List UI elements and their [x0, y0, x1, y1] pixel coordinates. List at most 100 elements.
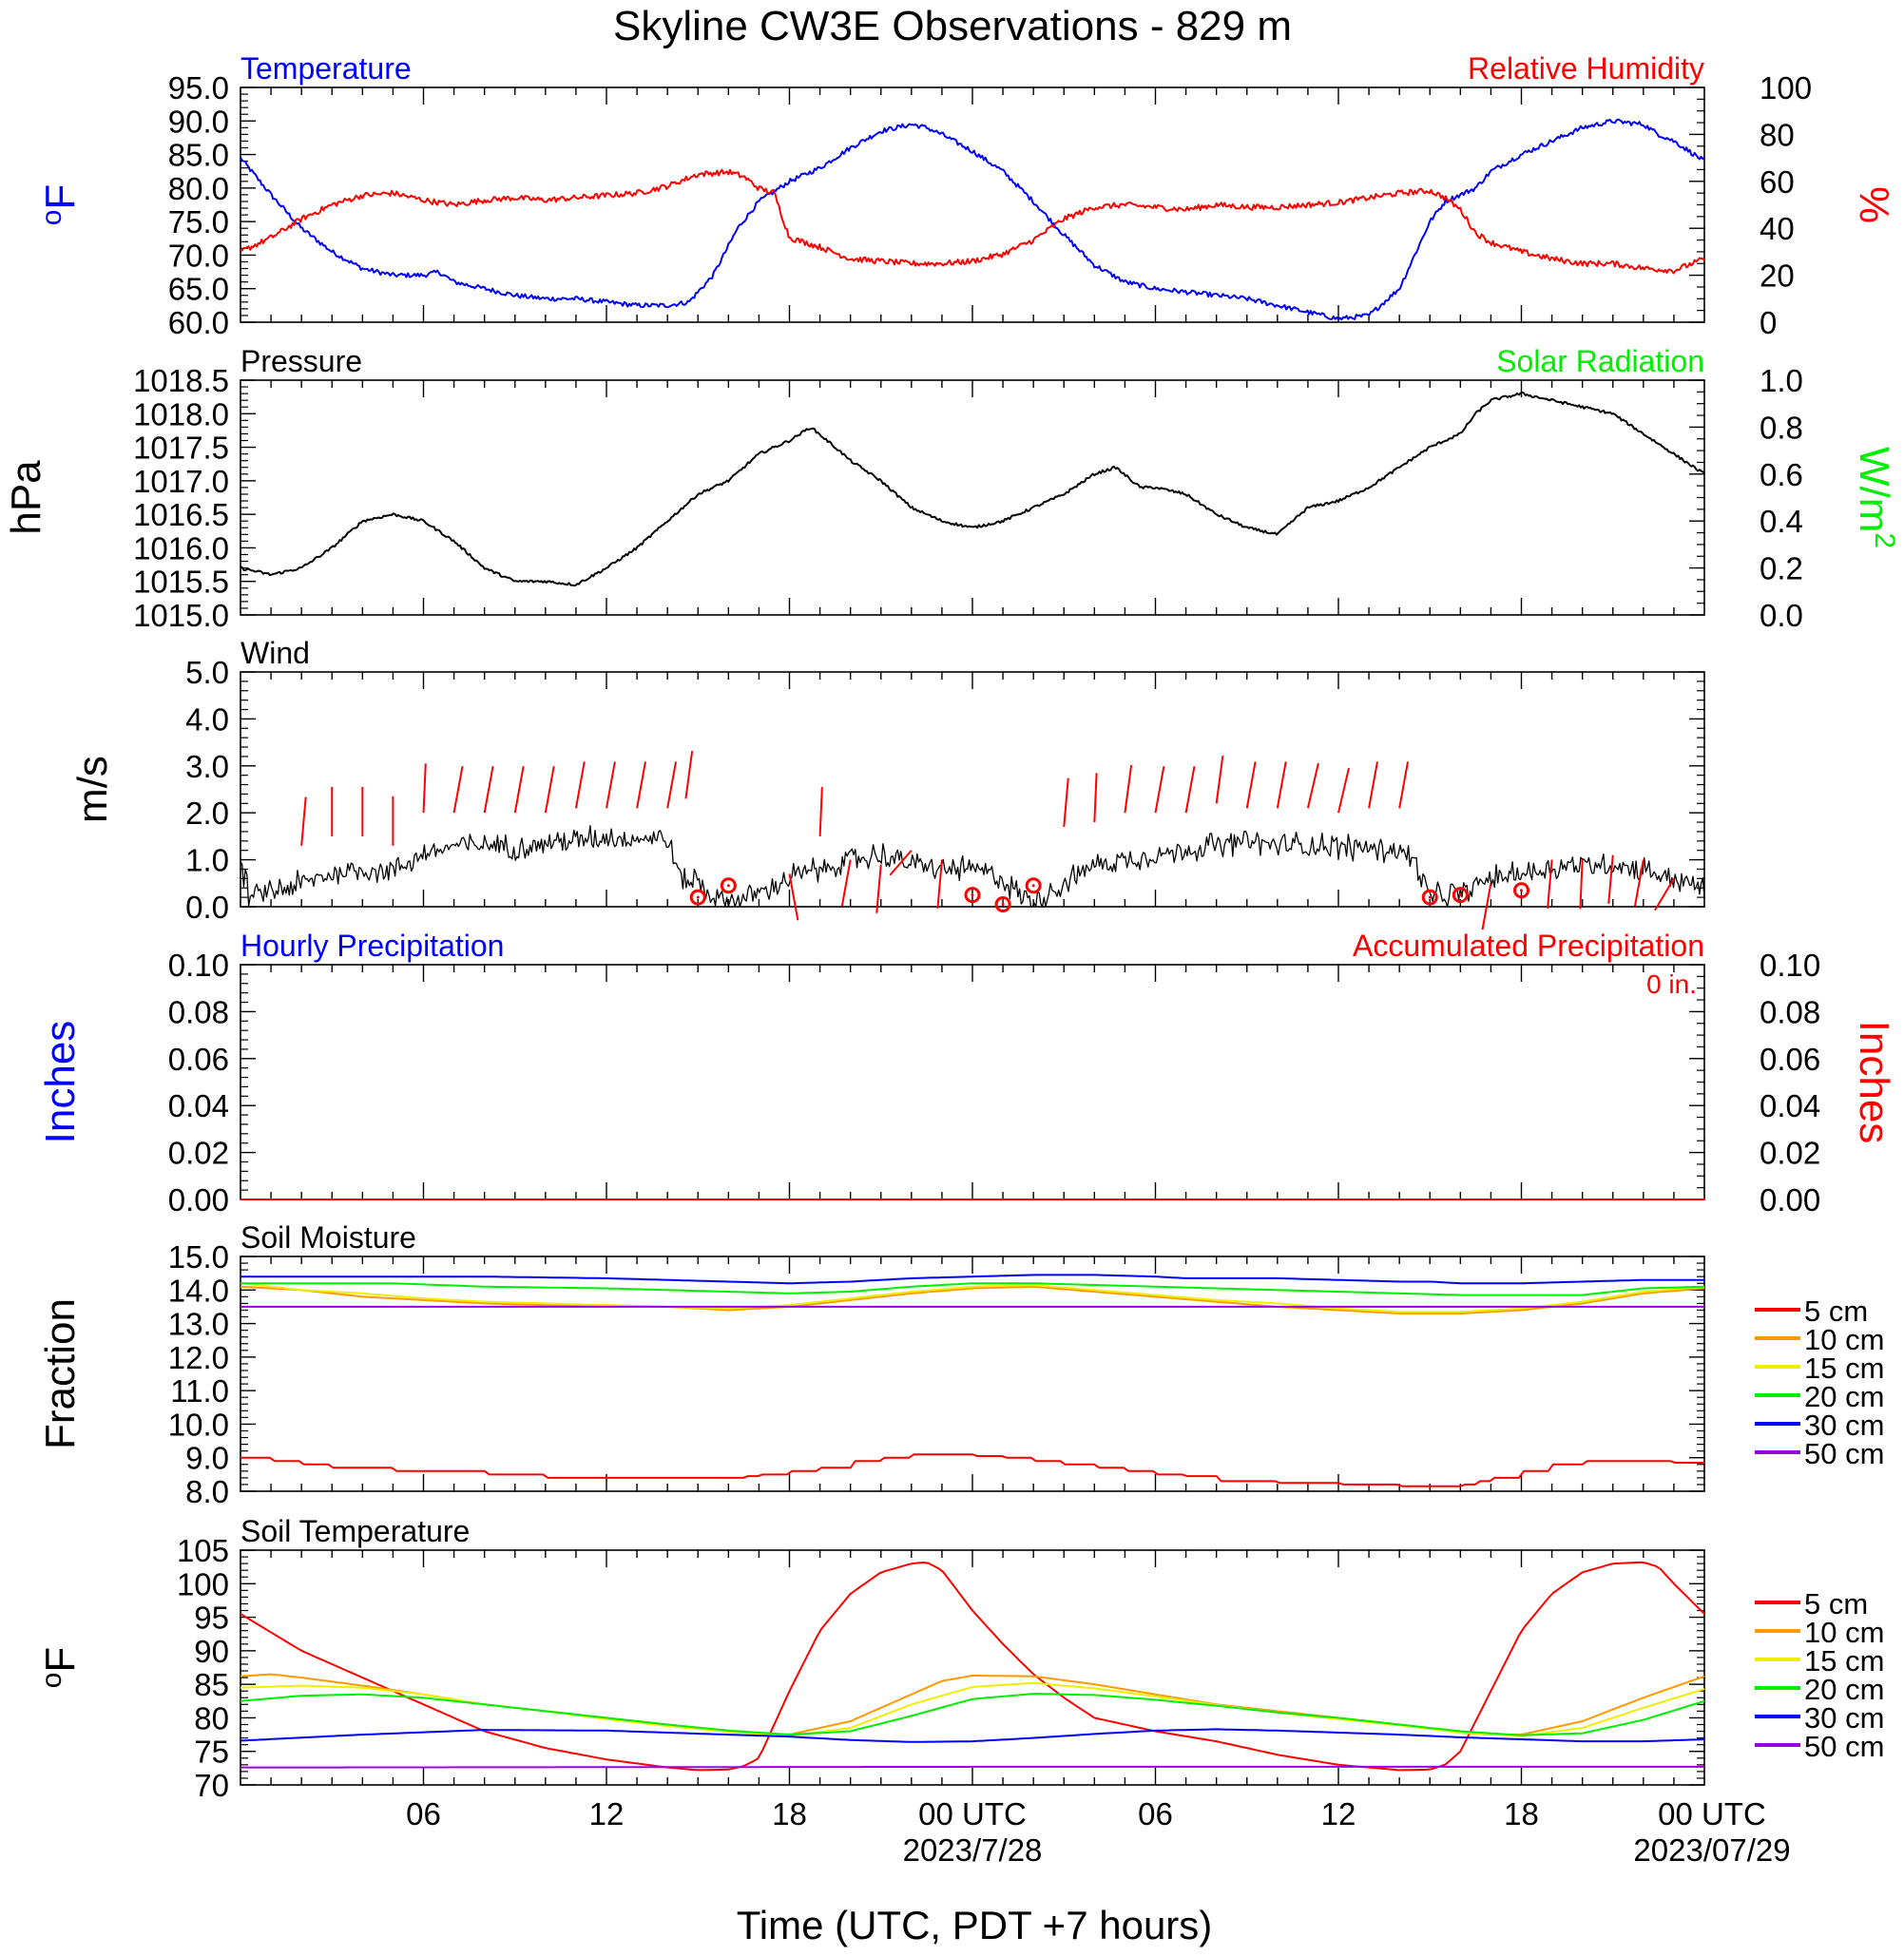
series-line [240, 392, 1705, 587]
y-tick-label: 0.04 [168, 1088, 229, 1123]
panel-title-left: Temperature [240, 51, 412, 86]
y-tick-label: 14.0 [168, 1273, 229, 1308]
y2-tick-label: 0.6 [1760, 457, 1803, 492]
y-tick-label: 1017.0 [133, 464, 229, 499]
panel-title-left: Wind [240, 636, 310, 670]
y-tick-label: 0.10 [168, 948, 229, 983]
panel-title-right: Relative Humidity [1468, 51, 1704, 86]
y2-axis-label: Inches [1851, 1021, 1897, 1144]
x-tick-label: 06 [406, 1796, 441, 1831]
panel-title-left: Soil Moisture [240, 1220, 416, 1255]
calm-wind-dot [696, 895, 700, 899]
calm-wind-dot [1428, 895, 1432, 899]
y2-axis-label: W/m2 [1851, 447, 1900, 548]
wind-barb [1633, 859, 1644, 907]
calm-wind-dot [1031, 884, 1035, 888]
wind-barb [1184, 766, 1196, 814]
y2-tick-label: 40 [1760, 211, 1795, 246]
y-axis-label: hPa [3, 460, 49, 535]
y2-tick-label: 0.10 [1760, 948, 1820, 983]
series-line-15cm [240, 1282, 1705, 1314]
x-tick-label: 12 [1321, 1796, 1356, 1831]
legend-label: 5 cm [1804, 1294, 1868, 1328]
y-tick-label: 1.0 [185, 843, 229, 878]
y2-tick-label: 1.0 [1760, 363, 1803, 398]
panel-title-left: Soil Temperature [240, 1514, 470, 1548]
panel-precip: 0.00 0.02 0.04 0.06 0.08 0.10 0.00 0.02 0.04 0.06… [37, 929, 1897, 1218]
wind-barb [513, 766, 525, 814]
series-line-20cm [240, 1693, 1705, 1736]
y-tick-label: 0.08 [168, 994, 229, 1029]
panel-wind: 0.0 1.0 2.0 3.0 4.0 5.0 Wind m/s [69, 636, 1705, 930]
wind-barb [1276, 761, 1287, 809]
wind-barb [1337, 767, 1350, 814]
y-tick-label: 9.0 [185, 1441, 229, 1476]
calm-wind-dot [1001, 903, 1005, 907]
calm-wind-marker [1025, 877, 1042, 894]
wind-barb [1063, 777, 1069, 828]
y-tick-label: 1016.5 [133, 497, 229, 532]
y-axis-label: oF [36, 184, 84, 226]
y-tick-label: 12.0 [168, 1340, 229, 1375]
y-tick-label: 1017.5 [133, 431, 229, 466]
legend-label: 10 cm [1804, 1616, 1884, 1649]
y-tick-label: 0.00 [168, 1182, 229, 1218]
y2-tick-label: 0.8 [1760, 410, 1803, 445]
y2-tick-label: 0.4 [1760, 504, 1803, 539]
y-tick-label: 0.02 [168, 1136, 229, 1171]
x-tick-label: 06 [1138, 1796, 1173, 1831]
legend-label: 30 cm [1804, 1701, 1884, 1735]
calm-wind-dot [1520, 889, 1523, 892]
calm-wind-marker [720, 877, 737, 894]
legend-label: 50 cm [1804, 1437, 1884, 1470]
panel-title-right: Accumulated Precipitation [1353, 929, 1704, 963]
x-tick-label: 18 [772, 1796, 807, 1831]
y-tick-label: 8.0 [185, 1474, 229, 1509]
y-tick-label: 60.0 [168, 305, 229, 340]
x-tick-label: 00 UTC [918, 1796, 1027, 1831]
wind-barb [684, 751, 694, 799]
calm-wind-marker [1513, 882, 1529, 899]
y-axis-label: m/s [69, 756, 116, 823]
wind-barb [840, 859, 852, 907]
panels: 60.065.070.075.080.085.090.095.0 0 20 40 60 8… [3, 51, 1900, 1803]
y2-tick-label: 60 [1760, 164, 1795, 200]
y-tick-label: 100 [177, 1566, 229, 1601]
wind-barb [1654, 877, 1675, 911]
wind-barb [875, 864, 882, 913]
y-tick-label: 85 [194, 1667, 229, 1702]
wind-barb [1547, 859, 1553, 909]
y-tick-label: 1015.0 [133, 598, 229, 633]
series-line-10cm [240, 1285, 1705, 1314]
series-line-5cm [240, 1561, 1705, 1772]
calm-wind-marker [964, 887, 981, 904]
y-axis-label: oF [36, 1647, 84, 1689]
calm-wind-dot [971, 893, 974, 897]
series-line-50cm [240, 1765, 1704, 1769]
legend-label: 10 cm [1804, 1323, 1884, 1356]
y-tick-label: 65.0 [168, 272, 229, 307]
y-tick-label: 85.0 [168, 138, 229, 173]
calm-wind-marker [1452, 887, 1469, 904]
plot-frame [240, 1256, 1705, 1492]
wind-barb [1398, 761, 1410, 809]
panel-title-left: Pressure [240, 344, 362, 378]
y2-tick-label: 0.04 [1760, 1088, 1820, 1123]
y2-tick-label: 0.08 [1760, 994, 1820, 1029]
panel-pressure_solar: 1015.01015.51016.01016.51017.01017.51018… [3, 344, 1900, 633]
y2-tick-label: 0.06 [1760, 1042, 1820, 1077]
wind-barb [1607, 854, 1614, 904]
legend-label: 15 cm [1804, 1352, 1884, 1385]
wind-barb [606, 761, 616, 809]
y-tick-label: 70.0 [168, 238, 229, 273]
panel-soil_moisture: 8.09.010.011.012.013.014.015.0 Soil Moist… [37, 1220, 1884, 1509]
legend-label: 30 cm [1804, 1409, 1884, 1442]
y-tick-label: 0.06 [168, 1042, 229, 1077]
y-tick-label: 75.0 [168, 204, 229, 240]
plot-frame [240, 671, 1705, 908]
wind-barb [1093, 773, 1098, 823]
y2-tick-label: 0.2 [1760, 551, 1803, 586]
y2-tick-label: 100 [1760, 70, 1812, 105]
